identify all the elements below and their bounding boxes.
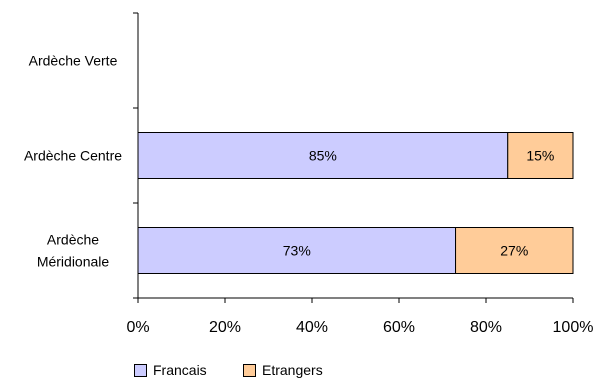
category-label: Ardèche Verte [29,53,118,69]
category-label: Ardèche Centre [24,148,122,164]
bar-segment-etrangers [455,227,574,274]
bar-segment-etrangers [507,132,574,179]
bar-data-label: 73% [283,243,311,259]
x-tick-label: 20% [209,319,241,336]
x-tick-label: 80% [470,319,502,336]
category-label: Ardèche Méridionale [37,232,110,270]
bar-segment-francais [137,227,457,274]
bar-data-label: 27% [500,243,528,259]
x-tick-label: 100% [553,319,594,336]
bar-data-label: 85% [309,148,337,164]
x-tick-label: 0% [126,319,149,336]
x-tick-label: 40% [296,319,328,336]
bar-segment-francais [137,132,509,179]
bar-data-label: 15% [526,148,554,164]
x-tick-label: 60% [383,319,415,336]
